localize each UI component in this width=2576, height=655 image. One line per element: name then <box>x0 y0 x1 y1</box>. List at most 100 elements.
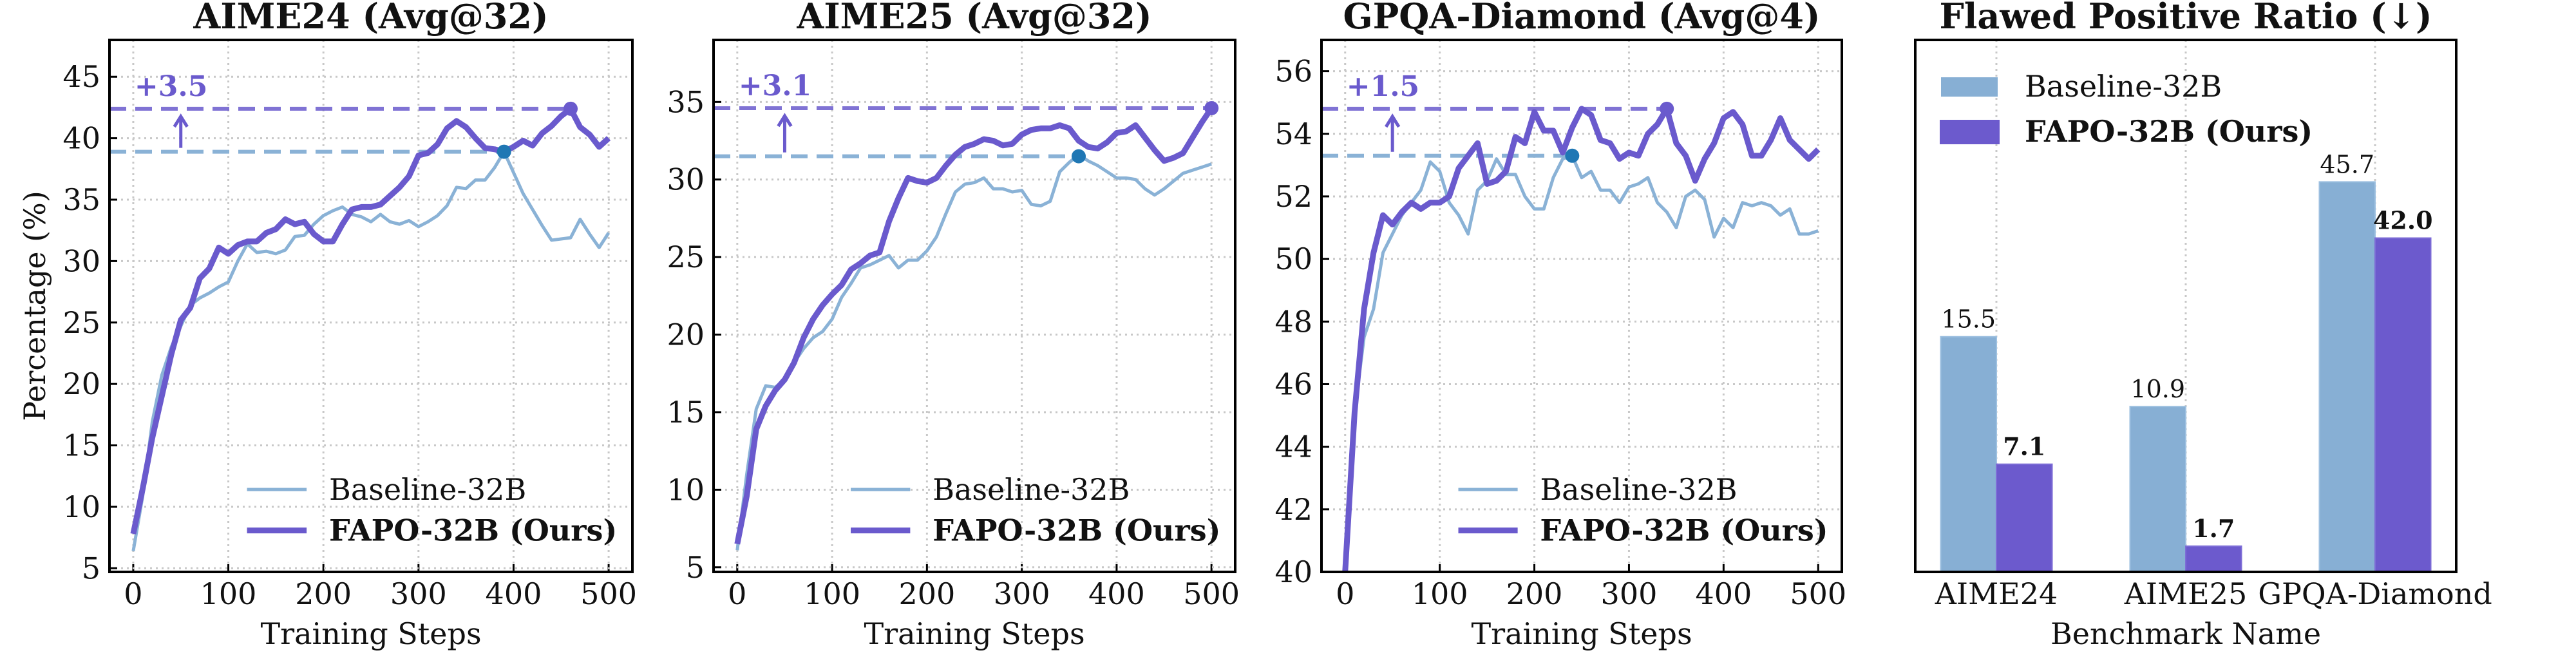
x-axis-label: Training Steps <box>1471 616 1692 651</box>
baseline-series-line <box>735 153 1212 551</box>
legend-baseline-label: Baseline-32B <box>2025 69 2222 104</box>
baseline-best-point <box>497 144 511 159</box>
fapo-series-line <box>1342 106 1821 573</box>
legend-fapo-label: FAPO-32B (Ours) <box>933 513 1220 548</box>
y-tick-label: 45 <box>62 59 100 94</box>
legend-baseline-label: Baseline-32B <box>329 472 526 507</box>
x-tick-label: AIME25 <box>2124 576 2248 611</box>
fapo-bar <box>2185 545 2242 573</box>
baseline-bar <box>1940 336 1997 573</box>
x-tick-label: 300 <box>1601 576 1658 611</box>
y-tick-label: 25 <box>62 305 100 340</box>
legend-baseline-label: Baseline-32B <box>933 472 1130 507</box>
x-axis-label: Training Steps <box>864 616 1084 651</box>
x-tick-label: 500 <box>1790 576 1846 611</box>
y-tick-label: 54 <box>1274 117 1312 151</box>
bar-value-label: 15.5 <box>1941 305 1996 334</box>
x-tick-label: 500 <box>580 576 637 611</box>
improvement-label: +3.5 <box>135 70 207 103</box>
arrow-head-icon <box>1385 113 1401 128</box>
bar-value-label: 1.7 <box>2192 514 2235 543</box>
improvement-label: +1.5 <box>1347 70 1419 103</box>
bar-value-label: 42.0 <box>2373 206 2433 235</box>
x-axis-label: Training Steps <box>260 616 481 651</box>
x-tick-label: 400 <box>1088 576 1145 611</box>
x-tick-label: 0 <box>124 576 142 611</box>
y-tick-label: 10 <box>667 472 705 507</box>
improvement-label: +3.1 <box>739 70 811 102</box>
y-tick-label: 35 <box>667 84 705 119</box>
baseline-series-line <box>1343 154 1819 573</box>
x-tick-label: 100 <box>804 576 860 611</box>
x-tick-label: 300 <box>994 576 1050 611</box>
y-tick-label: 46 <box>1274 366 1312 401</box>
chart-title: Flawed Positive Ratio (↓) <box>1939 0 2432 37</box>
y-tick-label: 48 <box>1274 304 1312 339</box>
legend-fapo-label: FAPO-32B (Ours) <box>1540 513 1828 548</box>
plot-frame <box>108 39 634 573</box>
baseline-best-point <box>1565 148 1580 163</box>
chart-panel-4: Flawed Positive Ratio (↓) Benchmark Name A… <box>1914 0 2492 651</box>
baseline-best-point <box>1072 149 1086 164</box>
legend-fapo-swatch <box>1940 120 2000 144</box>
chart-panel-1: AIME24 (Avg@32) Training Steps Percentage … <box>17 0 637 651</box>
fapo-best-point <box>1660 101 1674 116</box>
y-tick-label: 10 <box>62 489 100 524</box>
y-tick-label: 30 <box>667 162 705 197</box>
x-tick-label: AIME24 <box>1935 576 2058 611</box>
legend-baseline-swatch <box>1941 77 1998 97</box>
legend-fapo-label: FAPO-32B (Ours) <box>329 513 617 548</box>
x-tick-label: 0 <box>728 576 746 611</box>
x-tick-label: 100 <box>200 576 257 611</box>
y-tick-label: 15 <box>667 395 705 430</box>
y-axis-label: Percentage (%) <box>17 191 52 421</box>
x-tick-label: 0 <box>1336 576 1354 611</box>
y-tick-label: 40 <box>1274 555 1312 589</box>
x-tick-label: 200 <box>898 576 955 611</box>
x-tick-label: GPQA-Diamond <box>2258 576 2492 611</box>
fapo-bar <box>1996 463 2053 573</box>
chart-panel-3: GPQA-Diamond (Avg@4) Training Steps 0 100 20… <box>1274 0 1846 651</box>
y-tick-label: 35 <box>62 182 100 217</box>
fapo-series-line <box>130 106 611 535</box>
x-tick-label: 200 <box>295 576 352 611</box>
y-tick-label: 20 <box>62 366 100 401</box>
y-tick-label: 50 <box>1274 242 1312 276</box>
arrow-head-icon <box>777 113 793 128</box>
x-tick-label: 300 <box>390 576 447 611</box>
y-tick-label: 5 <box>686 550 705 585</box>
arrow-head-icon <box>173 113 189 128</box>
x-tick-label: 500 <box>1183 576 1240 611</box>
legend-baseline-label: Baseline-32B <box>1540 472 1737 507</box>
chart-title: GPQA-Diamond (Avg@4) <box>1343 0 1821 37</box>
y-tick-label: 25 <box>667 240 705 274</box>
fapo-series-line <box>734 106 1214 545</box>
y-tick-label: 20 <box>667 318 705 352</box>
fapo-best-point <box>564 101 578 116</box>
chart-title: AIME25 (Avg@32) <box>796 0 1151 37</box>
fapo-bar <box>2374 237 2432 573</box>
legend-fapo-label: FAPO-32B (Ours) <box>2025 114 2313 149</box>
y-tick-label: 30 <box>62 243 100 278</box>
fapo-best-point <box>1204 100 1219 115</box>
y-tick-label: 5 <box>82 551 100 585</box>
chart-title: AIME24 (Avg@32) <box>193 0 548 37</box>
y-tick-label: 42 <box>1274 492 1312 527</box>
y-tick-label: 40 <box>62 121 100 156</box>
bar-value-label: 7.1 <box>2003 432 2045 461</box>
baseline-bar <box>2129 406 2186 573</box>
plot-frame <box>1914 39 2458 573</box>
y-tick-label: 56 <box>1274 54 1312 89</box>
bar-value-label: 10.9 <box>2130 375 2185 403</box>
plot-frame <box>1320 39 1843 573</box>
x-tick-label: 400 <box>1695 576 1752 611</box>
y-tick-label: 15 <box>62 428 100 463</box>
x-axis-label: Benchmark Name <box>2050 616 2321 651</box>
x-tick-label: 200 <box>1506 576 1563 611</box>
baseline-bar <box>2318 181 2376 573</box>
y-tick-label: 44 <box>1274 430 1312 464</box>
baseline-series-line <box>131 150 611 551</box>
x-tick-label: 400 <box>486 576 542 611</box>
y-tick-label: 52 <box>1274 179 1312 214</box>
